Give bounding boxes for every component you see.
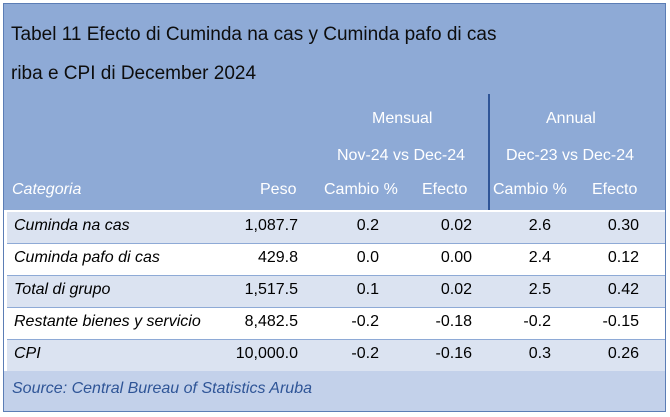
row-cambio-mensual: 0.1 — [356, 281, 379, 298]
row-categoria: Cuminda pafo di cas — [14, 249, 160, 266]
column-header-efecto-annual: Efecto — [592, 181, 638, 198]
row-efecto-mensual: 0.02 — [440, 281, 472, 298]
row-efecto-annual: 0.26 — [607, 345, 639, 362]
row-categoria: Total di grupo — [14, 281, 111, 298]
row-efecto-annual: -0.15 — [602, 313, 639, 330]
row-efecto-mensual: 0.00 — [440, 249, 472, 266]
table-title-line-1: Tabel 11 Efecto di Cuminda na cas y Cumi… — [11, 24, 497, 45]
row-peso: 429.8 — [257, 249, 298, 266]
row-efecto-annual: 0.30 — [607, 217, 639, 234]
table-title-line-2: riba e CPI di December 2024 — [11, 63, 257, 84]
row-categoria: Restante bienes y servicio — [14, 313, 201, 330]
row-cambio-annual: 2.5 — [528, 281, 551, 298]
column-header-cambio-mensual: Cambio % — [324, 181, 398, 198]
row-cambio-mensual: 0.0 — [356, 249, 379, 266]
row-efecto-mensual: 0.02 — [440, 217, 472, 234]
row-divider — [7, 243, 665, 244]
table-footer — [4, 371, 665, 411]
row-efecto-annual: 0.42 — [607, 281, 639, 298]
table-row: Cuminda pafo di cas 429.8 0.0 0.00 2.4 0… — [7, 244, 665, 275]
table-row: Total di grupo 1,517.5 0.1 0.02 2.5 0.42 — [7, 276, 665, 307]
row-peso: 10,000.0 — [235, 345, 298, 362]
row-cambio-annual: -0.2 — [523, 313, 551, 330]
table-row: Cuminda na cas 1,087.7 0.2 0.02 2.6 0.30 — [7, 212, 665, 243]
row-efecto-mensual: -0.18 — [435, 313, 472, 330]
table-frame: Tabel 11 Efecto di Cuminda na cas y Cumi… — [3, 3, 666, 412]
row-divider — [7, 339, 665, 340]
row-peso: 1,517.5 — [244, 281, 298, 298]
column-header-cambio-annual: Cambio % — [493, 181, 567, 198]
group-label-mensual: Mensual — [372, 110, 433, 127]
row-cambio-mensual: 0.2 — [356, 217, 379, 234]
group-period-annual: Dec-23 vs Dec-24 — [506, 147, 635, 164]
row-divider — [7, 275, 665, 276]
row-categoria: CPI — [14, 345, 41, 362]
row-efecto-annual: 0.12 — [607, 249, 639, 266]
row-peso: 1,087.7 — [244, 217, 298, 234]
row-efecto-mensual: -0.16 — [435, 345, 472, 362]
row-divider — [7, 307, 665, 308]
column-header-categoria: Categoria — [12, 181, 82, 198]
row-cambio-mensual: -0.2 — [351, 345, 379, 362]
row-peso: 8,482.5 — [244, 313, 298, 330]
source-note: Source: Central Bureau of Statistics Aru… — [12, 380, 312, 397]
row-cambio-mensual: -0.2 — [351, 313, 379, 330]
group-divider — [488, 94, 490, 210]
row-cambio-annual: 2.4 — [528, 249, 551, 266]
group-label-annual: Annual — [546, 110, 596, 127]
column-header-peso: Peso — [260, 181, 297, 198]
table-row: Restante bienes y servicio 8,482.5 -0.2 … — [7, 308, 665, 339]
row-cambio-annual: 2.6 — [528, 217, 551, 234]
table-header-area: Tabel 11 Efecto di Cuminda na cas y Cumi… — [4, 4, 665, 210]
group-period-mensual: Nov-24 vs Dec-24 — [337, 147, 466, 164]
table-row: CPI 10,000.0 -0.2 -0.16 0.3 0.26 — [7, 340, 665, 371]
column-header-efecto-mensual: Efecto — [422, 181, 468, 198]
row-cambio-annual: 0.3 — [528, 345, 551, 362]
row-categoria: Cuminda na cas — [14, 217, 130, 234]
